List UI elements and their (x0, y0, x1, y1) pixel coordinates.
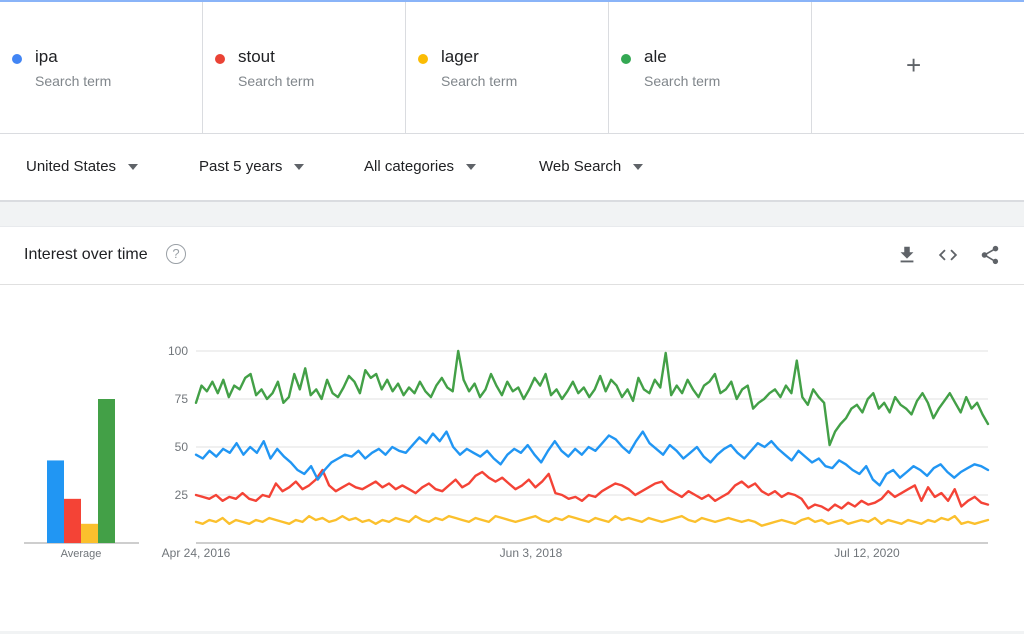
term-subtitle: Search term (238, 73, 315, 89)
time-range-label: Past 5 years (199, 158, 283, 175)
category-label: All categories (364, 158, 455, 175)
caret-down-icon (633, 163, 644, 170)
plus-icon: + (906, 50, 922, 80)
search-terms-bar: ipa Search term stout Search term lager … (0, 2, 1024, 134)
search-type-label: Web Search (539, 158, 622, 175)
series-line-lager[interactable] (194, 514, 990, 527)
caret-down-icon (294, 163, 305, 170)
average-bar-chart: Average (24, 399, 139, 560)
add-comparison-button[interactable]: + (812, 2, 1021, 133)
caret-down-icon (466, 163, 477, 170)
time-range-dropdown[interactable]: Past 5 years (199, 158, 305, 175)
term-card-lager[interactable]: lager Search term (406, 2, 609, 133)
series-line-ipa[interactable] (194, 430, 990, 487)
term-subtitle: Search term (441, 73, 518, 89)
term-name[interactable]: ale (644, 47, 667, 66)
card-header: Interest over time ? (0, 227, 1024, 285)
y-tick-label: 75 (175, 392, 189, 406)
term-color-dot (215, 54, 225, 64)
term-card-ale[interactable]: ale Search term (609, 2, 812, 133)
average-bar-ipa (47, 460, 64, 543)
y-tick-label: 50 (175, 440, 189, 454)
y-tick-label: 25 (175, 488, 189, 502)
average-label: Average (61, 548, 102, 560)
filter-bar: United States Past 5 years All categorie… (0, 134, 1024, 202)
share-icon[interactable] (979, 244, 1001, 266)
interest-chart: Average 100 75 50 25 Apr 24, 2016 Jun 3, 201… (24, 344, 990, 560)
term-name[interactable]: ipa (35, 47, 58, 66)
term-color-dot (418, 54, 428, 64)
term-color-dot (12, 54, 22, 64)
region-label: United States (26, 158, 117, 175)
download-icon[interactable] (896, 244, 918, 266)
term-name[interactable]: stout (238, 47, 275, 66)
series-line-stout[interactable] (194, 468, 990, 512)
search-type-dropdown[interactable]: Web Search (539, 158, 644, 175)
top-accent-bar (0, 0, 1024, 2)
average-bar-ale (98, 399, 115, 543)
help-icon[interactable]: ? (166, 244, 186, 264)
line-chart: 100 75 50 25 Apr 24, 2016 Jun 3, 2018 Jul 12,… (162, 344, 990, 560)
term-color-dot (621, 54, 631, 64)
average-bar-lager (81, 523, 98, 543)
series-line-ale[interactable] (194, 349, 990, 447)
term-subtitle: Search term (35, 73, 112, 89)
x-tick-label: Jul 12, 2020 (834, 546, 900, 560)
term-name[interactable]: lager (441, 47, 479, 66)
card-title: Interest over time (24, 246, 148, 263)
y-tick-label: 100 (168, 344, 188, 358)
average-bar-stout (64, 498, 81, 543)
x-tick-label: Jun 3, 2018 (500, 546, 563, 560)
region-dropdown[interactable]: United States (26, 158, 139, 175)
x-tick-label: Apr 24, 2016 (162, 546, 231, 560)
interest-over-time-card: Interest over time ? Average 100 75 50 25 A… (0, 226, 1024, 631)
category-dropdown[interactable]: All categories (364, 158, 477, 175)
caret-down-icon (128, 163, 139, 170)
embed-code-icon[interactable] (937, 244, 959, 266)
term-subtitle: Search term (644, 73, 721, 89)
term-card-ipa[interactable]: ipa Search term (0, 2, 203, 133)
term-card-stout[interactable]: stout Search term (203, 2, 406, 133)
